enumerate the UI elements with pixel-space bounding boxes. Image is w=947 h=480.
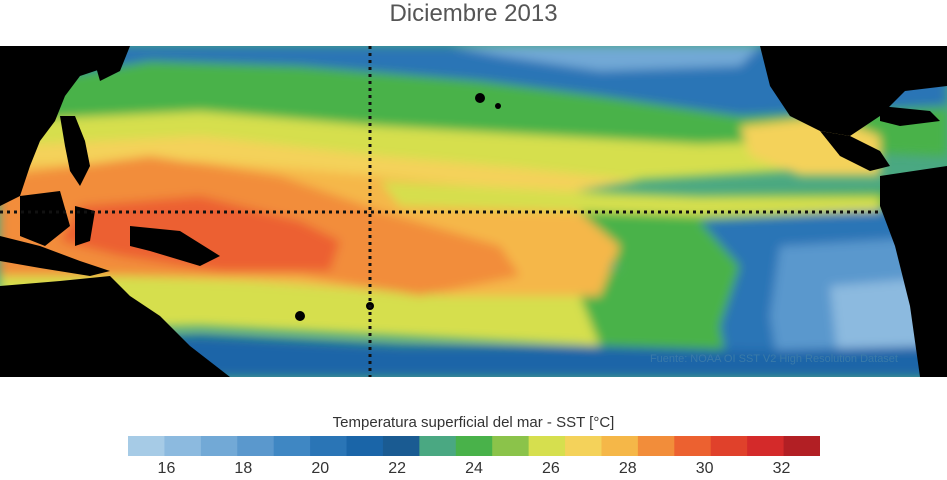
colorbar-tick-label: 28 <box>618 460 637 477</box>
colorbar-swatch <box>419 436 457 456</box>
sulawesi-island <box>75 206 95 246</box>
sst-map: Fuente: NOAA OI SST V2 High Resolution D… <box>0 46 947 377</box>
colorbar-tick-label: 16 <box>157 460 176 477</box>
hawaii-island <box>475 93 485 103</box>
colorbar-tick-label: 20 <box>311 460 330 477</box>
north-green-band <box>0 61 947 156</box>
colorbar-swatch <box>747 436 785 456</box>
north-coldest-band <box>450 46 760 71</box>
south-america <box>880 166 947 377</box>
colorbar-swatch <box>674 436 712 456</box>
colorbar-swatch <box>310 436 348 456</box>
north-yellow-band <box>0 111 790 181</box>
asia-mainland <box>0 46 120 206</box>
colorbar-tick-label: 26 <box>541 460 560 477</box>
colorbar-swatch <box>637 436 675 456</box>
pacific-island-a <box>495 103 501 109</box>
map-title: Diciembre 2013 <box>389 0 558 27</box>
land <box>0 46 947 377</box>
colorbar-swatch <box>273 436 311 456</box>
colorbar <box>128 436 820 456</box>
colorbar-swatch <box>455 436 493 456</box>
colorbar-tick-label: 24 <box>465 460 483 477</box>
colorbar-label: Temperatura superficial del mar - SST [°… <box>332 414 615 431</box>
colorbar-tick-label: 22 <box>388 460 407 477</box>
pacific-island-b <box>295 311 305 321</box>
colorbar-swatch <box>528 436 566 456</box>
colorbar-swatch <box>601 436 639 456</box>
australia <box>0 276 230 377</box>
sumatra-java-islands <box>0 236 110 276</box>
new-guinea-island <box>130 226 220 266</box>
japan-island <box>90 46 130 81</box>
source-note: Fuente: NOAA OI SST V2 High Resolution D… <box>650 353 898 365</box>
south-cool-band <box>0 336 947 377</box>
colorbar-swatch <box>128 436 165 456</box>
colorbar-tick-label: 18 <box>234 460 253 477</box>
colorbar-swatch <box>237 436 275 456</box>
north-warm-band <box>0 136 640 194</box>
caribbean-islands <box>880 106 940 126</box>
colorbar-swatch <box>346 436 384 456</box>
colorbar-swatch <box>783 436 820 456</box>
colorbar-swatch <box>164 436 202 456</box>
colorbar-swatch <box>382 436 420 456</box>
central-yellow-strip <box>380 181 880 216</box>
colorbar-swatch <box>710 436 748 456</box>
central-america <box>820 131 890 171</box>
borneo-island <box>20 191 70 246</box>
philippines-islands <box>60 116 90 186</box>
colorbar-tick-label: 32 <box>772 460 791 477</box>
colorbar-swatch <box>565 436 602 456</box>
colorbar-swatch <box>492 436 530 456</box>
north-america <box>760 46 947 136</box>
colorbar-swatch <box>200 436 238 456</box>
colorbar-tick-label: 30 <box>695 460 714 477</box>
colorbar-ticks: 16 18 20 22 24 26 28 30 32 <box>0 460 947 480</box>
warm-pool-core <box>60 196 340 271</box>
